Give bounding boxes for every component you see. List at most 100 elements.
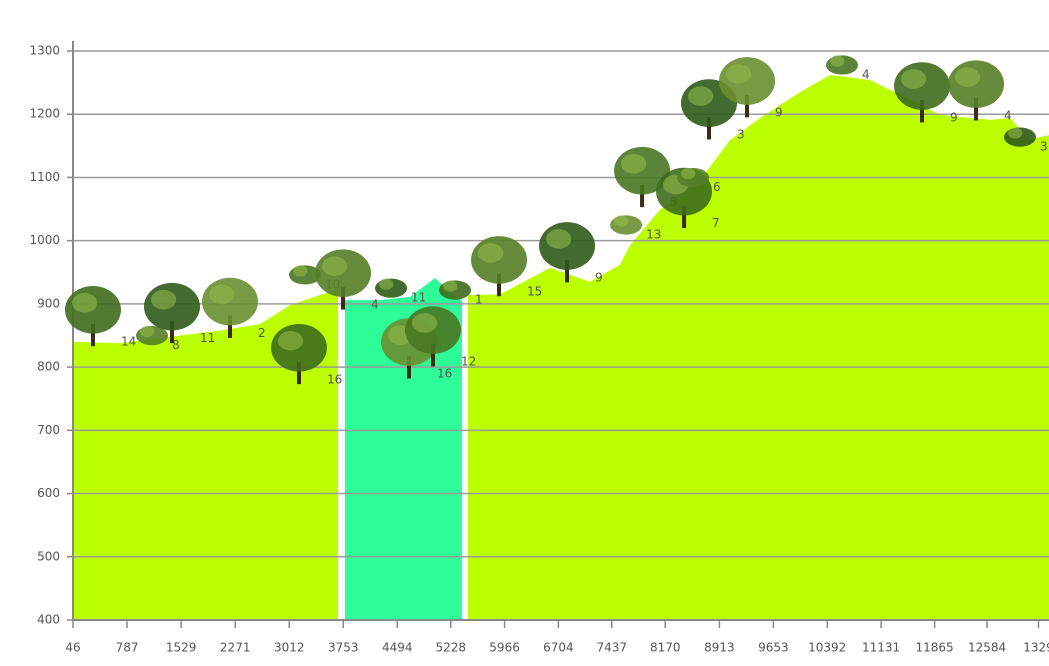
annotation: 4 bbox=[1004, 109, 1012, 123]
y-tick-label: 500 bbox=[37, 549, 60, 563]
plant bbox=[1003, 127, 1036, 147]
plant-highlight bbox=[442, 280, 458, 292]
plant bbox=[948, 60, 1005, 121]
plant-highlight bbox=[687, 86, 714, 106]
plant bbox=[143, 282, 200, 344]
x-tick-label: 8170 bbox=[650, 641, 681, 655]
annotation: 16 bbox=[327, 372, 342, 386]
plant-trunk bbox=[90, 323, 95, 347]
plant bbox=[64, 286, 121, 347]
plant-trunk bbox=[640, 184, 645, 208]
plant-highlight bbox=[614, 215, 629, 227]
plant bbox=[894, 62, 951, 123]
y-tick-label: 1000 bbox=[29, 233, 60, 247]
x-tick-label: 3012 bbox=[274, 641, 305, 655]
plant bbox=[270, 323, 327, 385]
x-tick-label: 9653 bbox=[758, 641, 789, 655]
annotation: 11 bbox=[200, 331, 215, 345]
plant-trunk bbox=[497, 273, 502, 297]
annotation: 15 bbox=[527, 284, 542, 298]
x-tick-label: 5228 bbox=[436, 641, 467, 655]
annotation: 2 bbox=[258, 326, 266, 340]
annotation: 12 bbox=[461, 355, 476, 369]
y-tick-label: 400 bbox=[37, 613, 60, 627]
annotation: 8 bbox=[172, 338, 180, 352]
x-tick-label: 8913 bbox=[704, 641, 735, 655]
x-tick-label: 12584 bbox=[968, 641, 1006, 655]
annotation: 3 bbox=[737, 128, 745, 142]
plant-highlight bbox=[150, 289, 177, 310]
annotation: 4 bbox=[371, 298, 379, 312]
plant-trunk bbox=[341, 287, 346, 310]
x-tick-label: 10392 bbox=[808, 641, 846, 655]
plant-trunk bbox=[745, 94, 750, 118]
annotation: 4 bbox=[862, 68, 870, 82]
plant bbox=[614, 146, 671, 208]
plant-trunk bbox=[169, 320, 174, 344]
plant bbox=[375, 278, 408, 298]
y-tick-label: 900 bbox=[37, 296, 60, 310]
annotation: 3 bbox=[1040, 140, 1048, 154]
plant-highlight bbox=[621, 153, 647, 174]
annotation: 14 bbox=[121, 334, 136, 348]
plant-highlight bbox=[830, 55, 845, 67]
plant bbox=[289, 265, 322, 285]
annotation: 1 bbox=[475, 293, 483, 307]
plant-trunk bbox=[296, 361, 301, 385]
plant-highlight bbox=[411, 313, 438, 333]
x-tick-label: 11865 bbox=[916, 641, 954, 655]
plant bbox=[610, 215, 643, 235]
annotation: 9 bbox=[595, 270, 603, 284]
plant-highlight bbox=[726, 64, 752, 84]
plant-highlight bbox=[901, 69, 927, 89]
x-tick-label: 46 bbox=[65, 641, 80, 655]
plant-highlight bbox=[139, 326, 155, 338]
annotation: 16 bbox=[437, 367, 452, 381]
plant-trunk bbox=[406, 356, 411, 379]
plant bbox=[315, 249, 372, 310]
plant-trunk bbox=[565, 259, 570, 283]
plant-highlight bbox=[955, 67, 981, 87]
x-tick-label: 4494 bbox=[382, 641, 413, 655]
y-tick-label: 700 bbox=[37, 423, 60, 437]
plant-highlight bbox=[680, 167, 696, 180]
annotation: 7 bbox=[712, 216, 720, 230]
plant bbox=[539, 222, 596, 283]
x-tick-label: 1329 bbox=[1023, 641, 1049, 655]
annotation: 11 bbox=[411, 291, 426, 305]
x-tick-label: 5966 bbox=[489, 641, 520, 655]
plant-highlight bbox=[293, 265, 308, 277]
plant bbox=[826, 55, 859, 75]
plant bbox=[135, 326, 168, 346]
plant bbox=[471, 236, 528, 297]
plant bbox=[719, 57, 776, 118]
annotation: 6 bbox=[713, 180, 721, 194]
plant-highlight bbox=[379, 278, 394, 290]
plant bbox=[438, 280, 471, 300]
plant-highlight bbox=[277, 330, 304, 351]
plant-highlight bbox=[478, 243, 504, 263]
x-tick-label: 7437 bbox=[597, 641, 628, 655]
plant-trunk bbox=[974, 98, 979, 121]
y-tick-label: 800 bbox=[37, 360, 60, 374]
x-tick-label: 787 bbox=[116, 641, 139, 655]
annotation: 9 bbox=[950, 111, 958, 125]
y-tick-label: 1100 bbox=[29, 170, 60, 184]
plant bbox=[202, 277, 259, 339]
x-tick-label: 2271 bbox=[220, 641, 251, 655]
plant-trunk bbox=[706, 117, 711, 140]
plant-trunk bbox=[920, 100, 925, 123]
x-tick-label: 6704 bbox=[543, 641, 574, 655]
x-tick-label: 11131 bbox=[862, 641, 900, 655]
x-tick-label: 1529 bbox=[166, 641, 197, 655]
plant-highlight bbox=[71, 293, 98, 313]
annotation: 9 bbox=[775, 105, 783, 119]
plant-highlight bbox=[209, 284, 235, 305]
y-tick-label: 600 bbox=[37, 486, 60, 500]
plant bbox=[404, 306, 461, 367]
plant-trunk bbox=[430, 344, 435, 367]
area bbox=[73, 289, 338, 620]
plant-highlight bbox=[1007, 127, 1023, 139]
plant-trunk bbox=[682, 205, 687, 228]
